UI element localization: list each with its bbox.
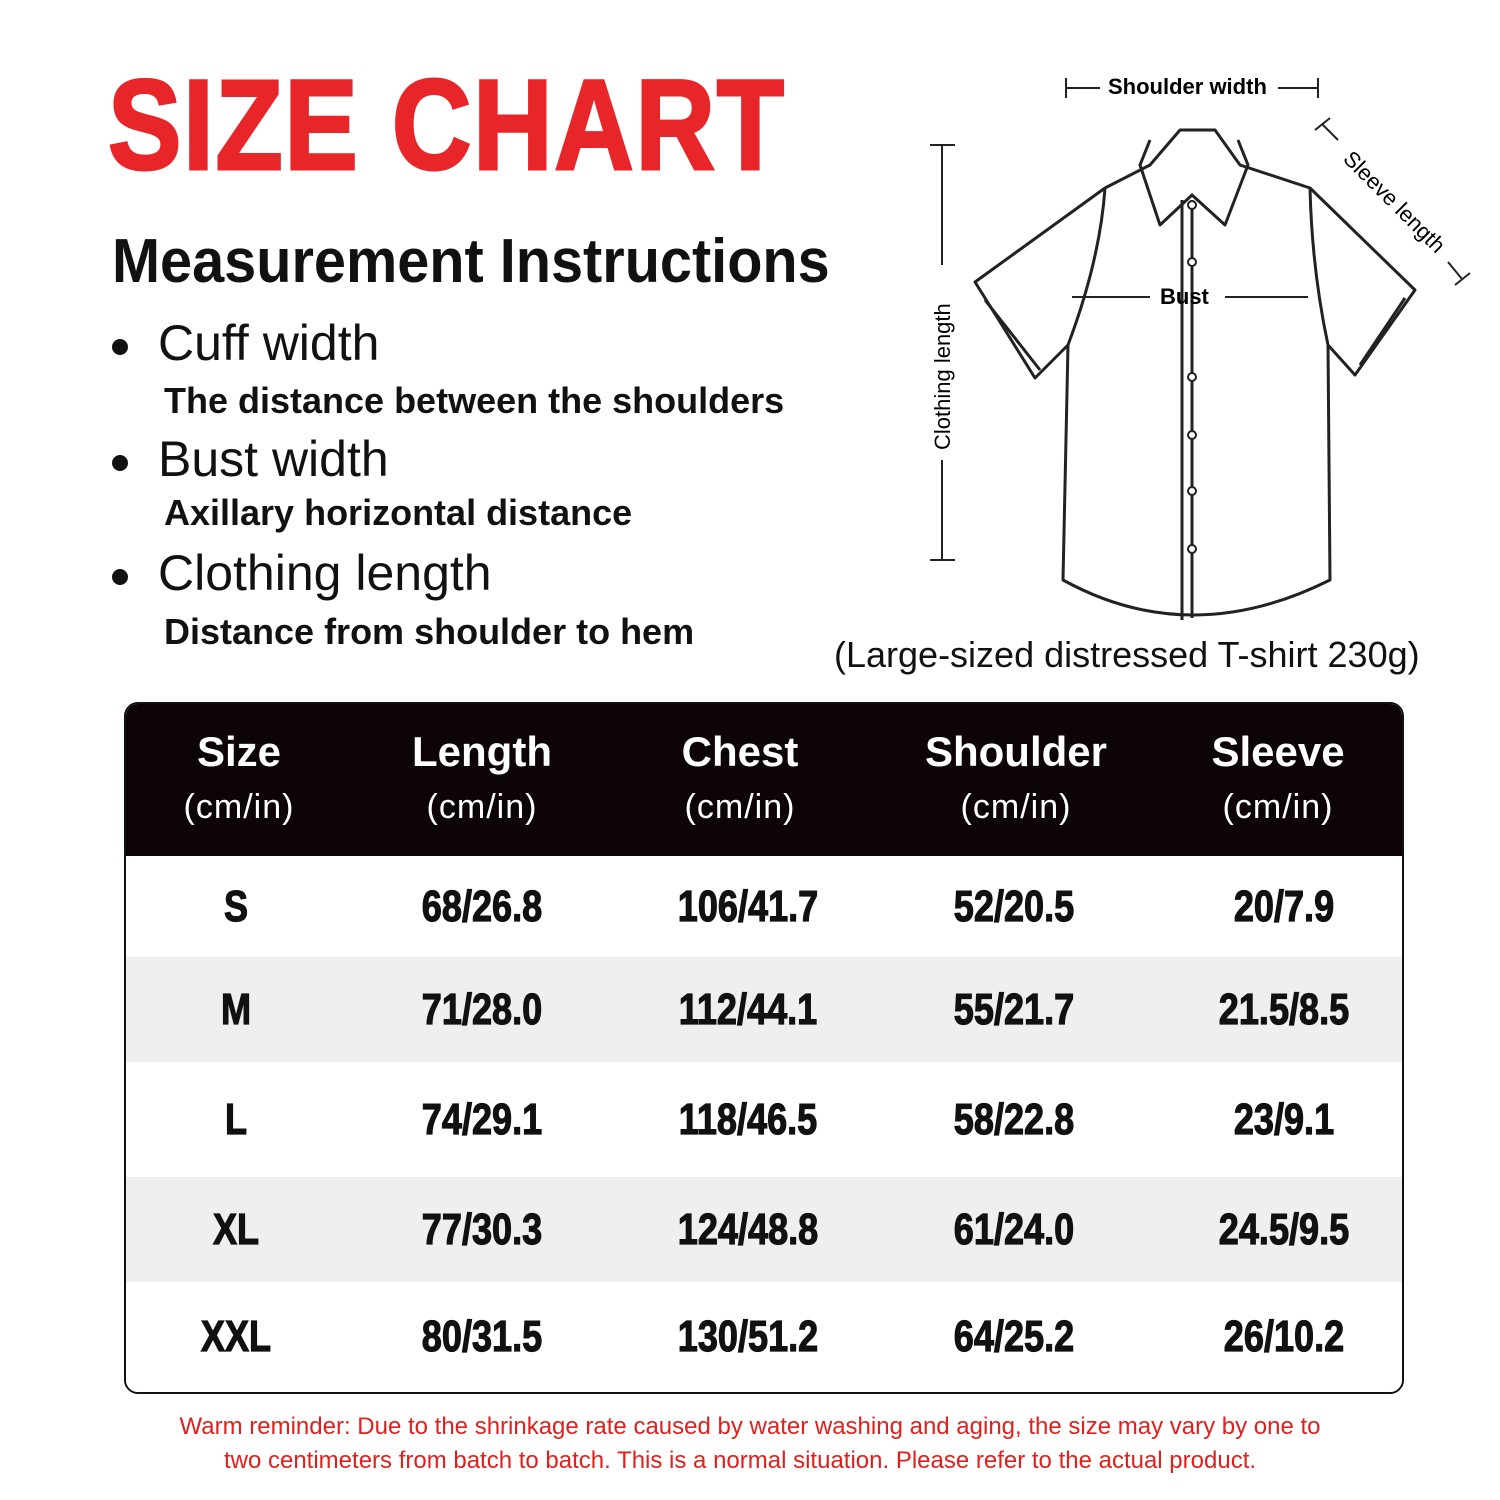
diagram-caption: (Large-sized distressed T-shirt 230g)	[834, 634, 1420, 675]
instruction-clothing-length: Clothing length	[112, 544, 492, 602]
clothing-length-label: Clothing length	[930, 303, 955, 450]
table-cell: 64/25.2	[953, 1311, 1075, 1361]
table-cell: 130/51.2	[677, 1311, 819, 1361]
header-size: Size (cm/in)	[183, 728, 295, 826]
table-cell: 26/10.2	[1223, 1311, 1345, 1361]
sleeve-length-label: Sleeve length	[1338, 146, 1450, 258]
header-length: Length (cm/in)	[412, 728, 552, 826]
shoulder-width-label: Shoulder width	[1108, 74, 1267, 99]
shirt-icon	[973, 128, 1417, 620]
table-cell: 24.5/9.5	[1218, 1204, 1350, 1254]
table-row: M 71/28.0 112/44.1 55/21.7 21.5/8.5	[126, 957, 1402, 1062]
header-chest: Chest (cm/in)	[681, 728, 799, 826]
table-cell: S	[223, 881, 249, 931]
instruction-description: Distance from shoulder to hem	[164, 611, 695, 652]
instruction-description: The distance between the shoulders	[164, 380, 785, 421]
instruction-label: Bust width	[158, 431, 389, 487]
table-cell: 23/9.1	[1233, 1094, 1335, 1144]
table-cell: 21.5/8.5	[1218, 984, 1350, 1034]
table-cell: 74/29.1	[421, 1094, 543, 1144]
table-cell: 58/22.8	[953, 1094, 1075, 1144]
table-cell: 77/30.3	[421, 1204, 543, 1254]
header-shoulder: Shoulder (cm/in)	[924, 728, 1107, 826]
table-cell: 106/41.7	[677, 881, 819, 931]
table-cell: 112/44.1	[678, 984, 818, 1034]
table-cell: 52/20.5	[953, 881, 1075, 931]
instruction-label: Clothing length	[158, 545, 492, 601]
table-cell: XL	[212, 1204, 260, 1254]
header-sleeve: Sleeve (cm/in)	[1211, 728, 1345, 826]
table-cell: 55/21.7	[953, 984, 1075, 1034]
instruction-description: Axillary horizontal distance	[164, 492, 633, 533]
instruction-cuff-width: Cuff width	[112, 314, 379, 372]
table-cell: 61/24.0	[953, 1204, 1075, 1254]
size-table: Size (cm/in) Length (cm/in) Chest (cm/in) S…	[124, 702, 1404, 1394]
table-header: Size (cm/in) Length (cm/in) Chest (cm/in) S…	[126, 704, 1402, 856]
table-cell: 71/28.0	[421, 984, 543, 1034]
bullet-icon	[112, 454, 128, 471]
table-row: XXL 80/31.5 130/51.2 64/25.2 26/10.2	[126, 1282, 1402, 1392]
section-heading: Measurement Instructions	[112, 227, 830, 296]
table-row: S 68/26.8 106/41.7 52/20.5 20/7.9	[126, 856, 1402, 957]
table-cell: XXL	[200, 1311, 272, 1361]
bullet-icon	[112, 568, 128, 585]
bullet-icon	[112, 338, 128, 355]
instruction-bust-width: Bust width	[112, 430, 389, 488]
table-row: L 74/29.1 118/46.5 58/22.8 23/9.1	[126, 1062, 1402, 1177]
table-cell: 68/26.8	[421, 881, 543, 931]
table-cell: M	[220, 984, 252, 1034]
reminder-line-2: two centimeters from batch to batch. Thi…	[223, 1447, 1257, 1474]
table-cell: 80/31.5	[421, 1311, 543, 1361]
table-cell: L	[224, 1094, 248, 1144]
instruction-label: Cuff width	[158, 315, 380, 371]
table-cell: 124/48.8	[677, 1204, 819, 1254]
measure-lines	[930, 78, 1471, 561]
shirt-diagram: Shoulder width Bust Clothing length Slee…	[930, 74, 1471, 620]
button-icons	[1187, 200, 1197, 554]
table-row: XL 77/30.3 124/48.8 61/24.0 24.5/9.5	[126, 1177, 1402, 1282]
table-cell: 20/7.9	[1233, 881, 1335, 931]
reminder-line-1: Warm reminder: Due to the shrinkage rate…	[179, 1413, 1321, 1440]
bust-label: Bust	[1160, 284, 1210, 309]
page-title: SIZE CHART	[107, 53, 786, 199]
table-cell: 118/46.5	[678, 1094, 818, 1144]
